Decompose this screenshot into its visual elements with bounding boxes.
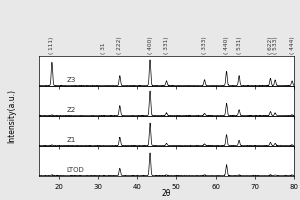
Text: Intensity(a.u.): Intensity(a.u.) (8, 89, 16, 143)
Text: ( 31: ( 31 (101, 42, 106, 54)
Text: ( 331): ( 331) (164, 36, 169, 54)
Text: ( 333): ( 333) (202, 36, 207, 54)
Text: Z3: Z3 (67, 77, 76, 83)
Text: LTOD: LTOD (67, 167, 84, 173)
Text: ( 400): ( 400) (148, 36, 152, 54)
Text: ( 444): ( 444) (290, 36, 295, 54)
Text: Z1: Z1 (67, 137, 76, 143)
Text: ( 222): ( 222) (117, 36, 122, 54)
Text: Z2: Z2 (67, 107, 76, 113)
Text: 2θ: 2θ (162, 189, 171, 198)
Text: ( 531): ( 531) (237, 36, 242, 54)
Text: ( 622): ( 622) (268, 36, 273, 54)
Text: ( 533): ( 533) (273, 36, 278, 54)
Text: ( 111): ( 111) (50, 36, 54, 54)
Text: ( 440): ( 440) (224, 36, 229, 54)
